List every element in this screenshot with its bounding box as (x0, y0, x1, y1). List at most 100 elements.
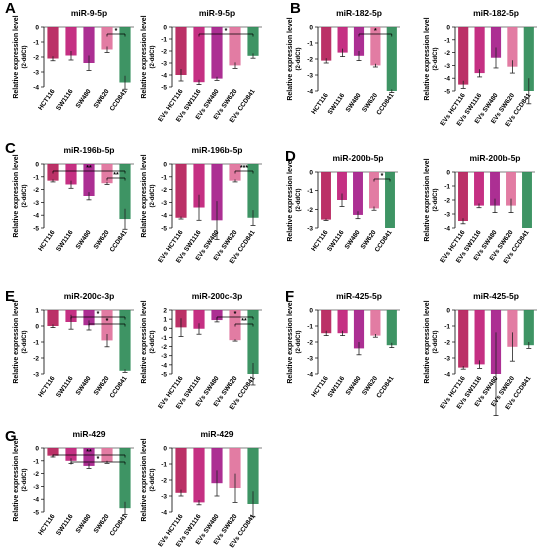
y-tick-label: -2 (444, 340, 450, 347)
bar (386, 310, 397, 346)
y-tick-label: -5 (161, 226, 167, 233)
y-tick-label: -2 (33, 356, 39, 363)
y-axis-label: Relative expression level (13, 438, 20, 521)
bar (490, 172, 500, 206)
chart-A-ev: miR-9-5p Relative expression level (2-ddCt… (141, 8, 262, 124)
y-tick-label: -5 (161, 372, 167, 379)
category-label: CCD841 (375, 92, 395, 117)
significance-label: *** (240, 165, 248, 172)
y-tick-label: -3 (33, 484, 39, 491)
y-axis-label: Relative expression level (141, 300, 148, 383)
bar (507, 27, 518, 67)
y-tick-label: -1 (33, 174, 39, 181)
y-axis-unit: (2-ddCt) (296, 48, 302, 71)
y-tick-label: -1 (33, 40, 39, 47)
bar (474, 27, 485, 74)
y-tick-label: 0 (163, 25, 167, 32)
y-tick-label: -5 (33, 510, 39, 517)
category-label: SW480 (345, 92, 363, 114)
y-tick-label: -2 (33, 55, 39, 62)
y-axis-label: Relative expression level (13, 15, 20, 98)
category-label: SW480 (75, 375, 93, 397)
bar (101, 164, 113, 184)
y-tick-label: -1 (444, 37, 450, 44)
bar (337, 27, 348, 53)
bar (211, 164, 223, 221)
y-tick-label: -4 (33, 213, 39, 220)
chart-B-cell: miR-182-5p Relative expression level (2-dd… (287, 8, 400, 117)
y-tick-label: -1 (307, 324, 313, 331)
y-axis-unit: (2-ddCt) (433, 331, 439, 354)
y-tick-label: -1 (161, 37, 167, 44)
y-tick-label: -3 (307, 356, 313, 363)
significance-label: ** (86, 449, 92, 456)
y-tick-label: 0 (446, 170, 450, 177)
chart-A-cell: miR-9-5p Relative expression level (2-ddCt… (13, 8, 134, 113)
y-axis-unit: (2-ddCt) (150, 46, 156, 69)
y-axis-unit: (2-ddCt) (296, 189, 302, 212)
y-tick-label: -1 (33, 340, 39, 347)
y-tick-label: -1 (161, 335, 167, 342)
y-tick-label: -2 (161, 49, 167, 56)
chart-E-ev: miR-200c-3p Relative expression level (2-d… (141, 291, 262, 411)
y-tick-label: -2 (161, 344, 167, 351)
y-axis-label: Relative expression level (424, 17, 431, 100)
category-label: CCD841 (109, 88, 129, 113)
bar (193, 448, 205, 503)
y-tick-label: 0 (446, 25, 450, 32)
y-tick-label: 0 (309, 170, 313, 177)
y-tick-label: -1 (307, 188, 313, 195)
significance-label: * (106, 318, 109, 325)
chart-title: miR-200b-5p (469, 153, 520, 163)
category-label: SW1116 (55, 229, 75, 253)
y-tick-label: -3 (161, 61, 167, 68)
y-tick-label: 0 (163, 162, 167, 169)
bar (175, 164, 187, 218)
y-axis-label: Relative expression level (424, 300, 431, 383)
bar (47, 27, 59, 59)
bar (211, 310, 223, 321)
bar (65, 27, 77, 56)
y-axis-unit: (2-ddCt) (22, 46, 28, 69)
bar (386, 27, 397, 91)
chart-D-ev: miR-200b-5p Relative expression level (2-d… (424, 153, 535, 265)
bar (321, 172, 331, 220)
y-tick-label: -4 (33, 85, 39, 92)
y-tick-label: -3 (161, 494, 167, 501)
bar (247, 448, 259, 504)
y-tick-label: -3 (444, 63, 450, 70)
bar (119, 164, 131, 220)
y-tick-label: -1 (444, 184, 450, 191)
category-label: SW620 (93, 229, 111, 251)
y-tick-label: 1 (35, 308, 39, 315)
chart-title: miR-200b-5p (332, 153, 383, 163)
significance-label: * (97, 456, 100, 463)
bar (119, 448, 131, 509)
significance-label: * (374, 28, 377, 35)
y-tick-label: -1 (161, 462, 167, 469)
y-tick-label: -4 (161, 362, 167, 369)
chart-F-cell: miR-425-5p Relative expression level (2-dd… (287, 291, 400, 400)
bar (83, 448, 95, 466)
bar (353, 27, 365, 56)
y-axis-label: Relative expression level (287, 17, 294, 100)
chart-F-ev: miR-425-5p Relative expression level (2-dd… (424, 291, 537, 417)
bar (321, 27, 332, 61)
y-tick-label: -4 (444, 372, 450, 379)
bar (370, 27, 381, 66)
significance-label: ** (86, 165, 92, 172)
bar (101, 310, 113, 341)
chart-title: miR-200c-3p (64, 291, 115, 301)
y-tick-label: 0 (163, 326, 167, 333)
y-tick-label: 1 (163, 317, 167, 324)
category-label: SW1116 (327, 92, 347, 116)
bar (337, 310, 348, 334)
significance-label: * (225, 28, 228, 35)
bar (229, 27, 241, 66)
bar (474, 310, 485, 365)
bar (353, 310, 365, 349)
y-tick-label: -2 (307, 57, 313, 64)
chart-title: miR-425-5p (336, 291, 382, 301)
bar (211, 448, 223, 484)
chart-G-cell: miR-429 Relative expression level (2-ddCt)… (13, 429, 134, 538)
